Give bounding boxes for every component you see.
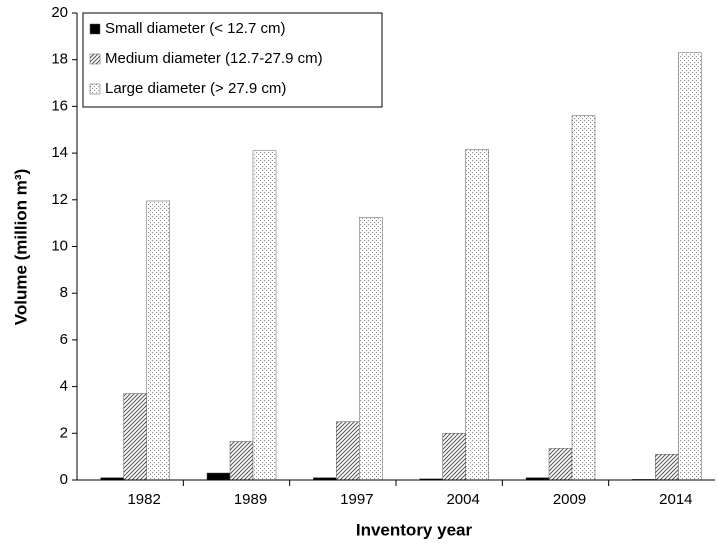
y-tick-label: 20 [51,4,68,21]
legend-label: Large diameter (> 27.9 cm) [105,80,286,97]
y-tick-label: 6 [60,331,68,348]
bar [206,472,231,481]
bar [678,52,702,481]
legend-swatch [89,53,101,65]
y-tick-label: 2 [60,424,68,441]
bar [123,393,147,481]
x-tick-label: 1982 [127,491,160,508]
bar [336,421,360,481]
legend-swatch [89,83,101,95]
bar [229,441,254,481]
x-tick-label: 1997 [340,491,373,508]
bar [571,115,596,481]
y-tick-label: 18 [51,51,68,68]
x-tick-label: 1989 [234,491,267,508]
bar [548,448,573,481]
bar [655,454,679,481]
legend-box [82,12,383,108]
y-tick-label: 8 [60,284,68,301]
y-tick-label: 0 [60,471,68,488]
y-tick-label: 16 [51,97,68,114]
y-tick-label: 10 [51,237,68,254]
bar [359,217,383,481]
legend-label: Medium diameter (12.7-27.9 cm) [105,50,323,67]
bar [146,200,170,481]
x-tick-label: 2014 [659,491,692,508]
y-tick-label: 12 [51,191,68,208]
x-tick-label: 2004 [446,491,479,508]
legend-label: Small diameter (< 12.7 cm) [105,20,285,37]
y-tick-label: 4 [60,378,68,395]
bar [252,150,277,481]
x-tick-label: 2009 [553,491,586,508]
legend-swatch [89,23,101,35]
bar [465,149,489,481]
y-axis-title: Volume (million m³) [11,169,30,325]
y-tick-label: 14 [51,144,68,161]
bar [442,433,466,481]
x-axis-title: Inventory year [356,520,473,539]
